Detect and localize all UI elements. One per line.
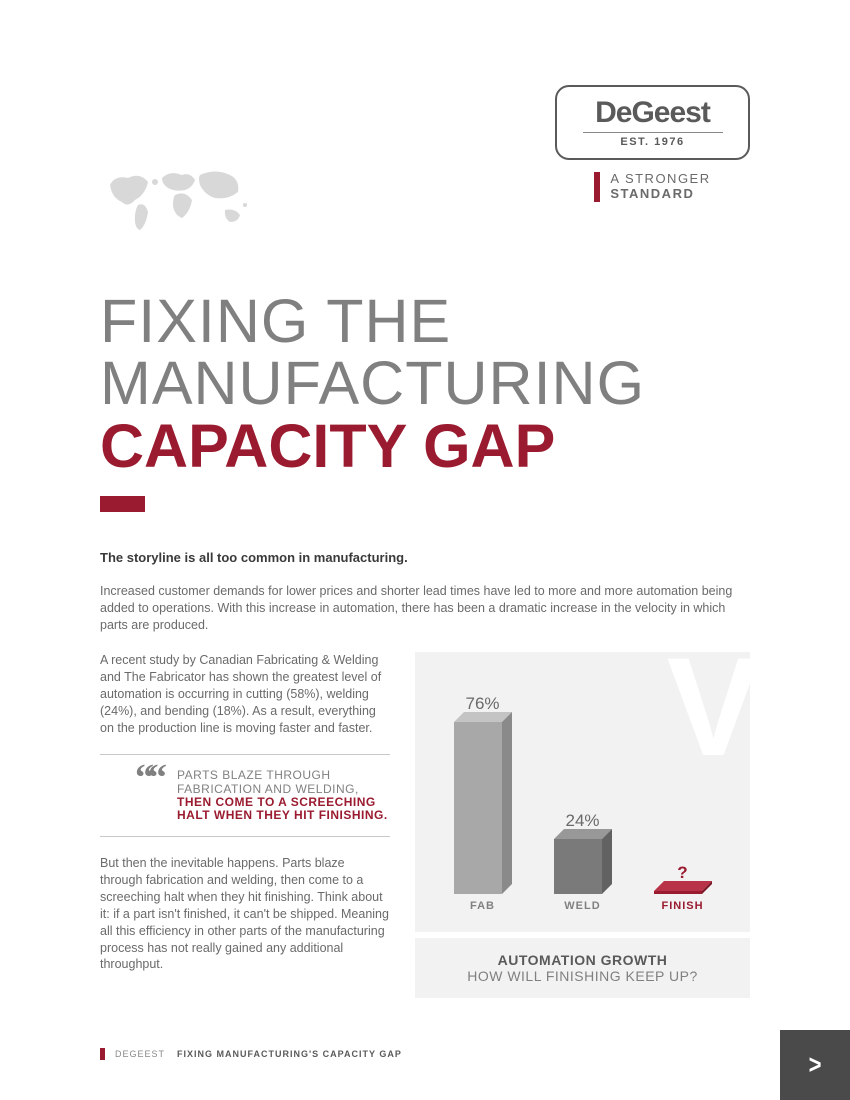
logo-block: DeGeest EST. 1976 A STRONGER STANDARD <box>555 85 750 202</box>
footer: DEGEEST FIXING MANUFACTURING'S CAPACITY … <box>100 1048 402 1060</box>
title-line-2: CAPACITY GAP <box>100 414 750 478</box>
chevron-right-icon: > <box>809 1049 822 1080</box>
paragraph-2: A recent study by Canadian Fabricating &… <box>100 652 390 736</box>
tagline-light: A STRONGER <box>610 171 710 186</box>
world-map-graphic <box>100 160 255 240</box>
footer-title: FIXING MANUFACTURING'S CAPACITY GAP <box>177 1049 402 1059</box>
bar-3d <box>554 839 612 894</box>
quote-emphasis-text: THEN COME TO A SCREECHING HALT WHEN THEY… <box>177 795 388 822</box>
tagline-bold: STANDARD <box>610 186 694 201</box>
bar-group-finish: ?FINISH <box>640 863 725 912</box>
two-column-layout: A recent study by Canadian Fabricating &… <box>100 652 750 998</box>
header: DeGeest EST. 1976 A STRONGER STANDARD <box>100 85 750 240</box>
logo-established: EST. 1976 <box>583 132 723 148</box>
left-column: A recent study by Canadian Fabricating &… <box>100 652 390 998</box>
bar-group-weld: 24%WELD <box>540 811 625 912</box>
bar-chart: V 76%FAB24%WELD?FINISH <box>415 652 750 932</box>
quote-plain-text: PARTS BLAZE THROUGH FABRICATION AND WELD… <box>177 768 359 795</box>
title-accent-bar <box>100 496 145 512</box>
paragraph-3: But then the inevitable happens. Parts b… <box>100 855 390 973</box>
title-line-1b: MANUFACTURING <box>100 352 750 414</box>
logo-badge: DeGeest EST. 1976 <box>555 85 750 160</box>
next-page-button[interactable]: > <box>780 1030 850 1100</box>
footer-brand: DEGEEST <box>115 1049 165 1059</box>
intro-bold: The storyline is all too common in manuf… <box>100 550 750 565</box>
chart-caption: AUTOMATION GROWTH HOW WILL FINISHING KEE… <box>415 938 750 998</box>
tagline: A STRONGER STANDARD <box>594 172 710 202</box>
tagline-accent-bar <box>594 172 600 202</box>
title-line-1a: FIXING THE <box>100 290 750 352</box>
bar-3d <box>454 722 512 894</box>
chart-panel: V 76%FAB24%WELD?FINISH AUTOMATION GROWTH… <box>415 652 750 998</box>
chart-caption-line2: HOW WILL FINISHING KEEP UP? <box>415 968 750 984</box>
bar-category-label: FAB <box>470 900 495 912</box>
quote-mark-icon: ““ <box>135 767 161 790</box>
logo-name: DeGeest <box>595 98 710 128</box>
bar-3d <box>654 891 712 894</box>
bar-group-fab: 76%FAB <box>440 694 525 912</box>
bar-category-label: WELD <box>564 900 600 912</box>
title-block: FIXING THE MANUFACTURING CAPACITY GAP <box>100 290 750 512</box>
footer-accent-bar <box>100 1048 105 1060</box>
paragraph-1: Increased customer demands for lower pri… <box>100 583 750 634</box>
chart-caption-line1: AUTOMATION GROWTH <box>415 952 750 968</box>
pull-quote: ““ PARTS BLAZE THROUGH FABRICATION AND W… <box>100 754 390 837</box>
bar-category-label: FINISH <box>661 900 703 912</box>
